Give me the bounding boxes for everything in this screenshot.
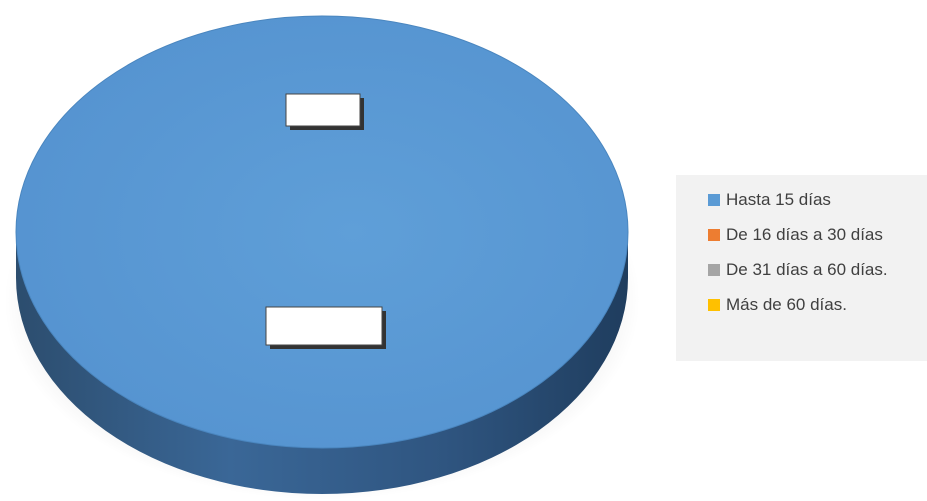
legend-swatch-16-30 (708, 229, 720, 241)
legend-item-16-30: De 16 días a 30 días (708, 222, 927, 248)
legend-item-hasta-15: Hasta 15 días (708, 187, 927, 213)
legend-label-mas-60: Más de 60 días. (726, 295, 847, 314)
legend-item-31-60: De 31 días a 60 días. (708, 257, 927, 283)
pie-slice-0 (15, 15, 629, 449)
legend-swatch-mas-60 (708, 299, 720, 311)
legend-label-31-60: De 31 días a 60 días. (726, 260, 888, 279)
legend-swatch-hasta-15 (708, 194, 720, 206)
pie-slices (15, 15, 629, 494)
legend-label-hasta-15: Hasta 15 días (726, 190, 831, 209)
legend-label-16-30: De 16 días a 30 días (726, 225, 883, 244)
data-label-upper (285, 93, 364, 130)
legend-item-mas-60: Más de 60 días. (708, 292, 927, 318)
legend-swatch-31-60 (708, 264, 720, 276)
pie-side (16, 232, 628, 494)
chart-legend: Hasta 15 días De 16 días a 30 días De 31… (676, 175, 927, 361)
data-label-lower (265, 306, 386, 349)
